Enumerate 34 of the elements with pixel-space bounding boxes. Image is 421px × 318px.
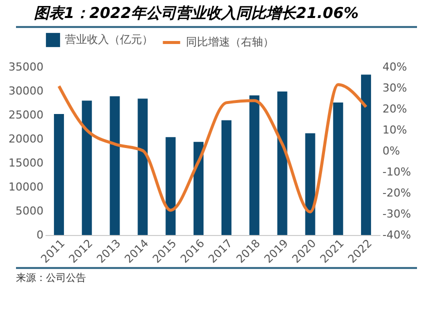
bar [249, 95, 260, 235]
bar [305, 133, 316, 235]
source-note: 来源：公司公告 [16, 267, 417, 285]
y2-tick-label: 10% [382, 124, 407, 136]
y-tick-label: 30000 [8, 84, 44, 98]
bar [138, 98, 148, 235]
y2-tick-label: 40% [382, 60, 407, 74]
bar [361, 74, 372, 235]
y-tick-label: 0 [36, 228, 44, 242]
bar [54, 114, 64, 235]
y-tick-label: 25000 [8, 108, 44, 122]
y2-tick-label: 20% [382, 102, 407, 116]
y-tick-label: 35000 [8, 60, 44, 74]
legend-label: 营业收入（亿元） [65, 33, 153, 46]
y2-tick-label: -30% [382, 208, 411, 220]
y2-tick-label: -40% [382, 228, 411, 242]
y2-tick-label: -10% [382, 166, 411, 178]
chart-title: 图表1：2022年公司营业收入同比增长21.06% [16, 0, 417, 28]
y-tick-label: 10000 [8, 180, 44, 194]
y2-tick-label: -20% [382, 186, 411, 200]
y2-tick-label: 0% [382, 144, 400, 158]
bar [277, 91, 288, 235]
bar [82, 100, 92, 235]
bar [110, 96, 120, 235]
y2-tick-label: 30% [382, 82, 407, 94]
y-tick-label: 15000 [8, 156, 44, 170]
line-series [57, 83, 368, 214]
y-tick-label: 20000 [8, 132, 44, 146]
bar [166, 137, 176, 235]
bar [333, 102, 344, 235]
legend-label: 同比增速（右轴） [186, 36, 274, 48]
bar [194, 142, 204, 235]
bar [221, 120, 232, 235]
y-tick-label: 5000 [16, 204, 44, 218]
